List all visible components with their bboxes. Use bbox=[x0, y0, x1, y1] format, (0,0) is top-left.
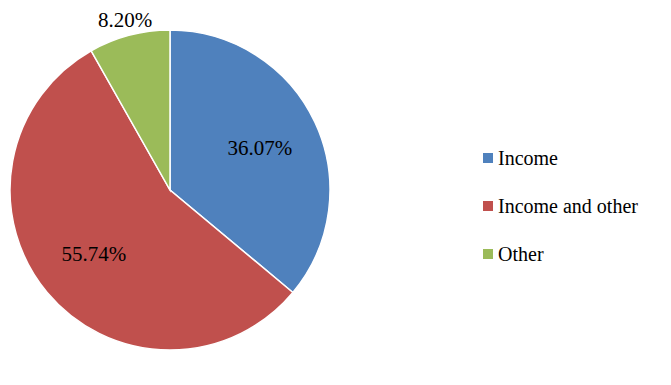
pie bbox=[10, 30, 330, 350]
legend-label: Income and other bbox=[498, 195, 638, 217]
legend-item: Other bbox=[483, 243, 544, 265]
legend-swatch bbox=[483, 249, 493, 259]
legend-item: Income and other bbox=[483, 195, 638, 217]
legend-label: Other bbox=[498, 243, 544, 265]
pie-slice bbox=[91, 30, 170, 190]
data-label: 36.07% bbox=[227, 136, 292, 160]
chart: 36.07% 55.74% 8.20% Income Income and other O… bbox=[0, 0, 671, 385]
legend: Income Income and other Other bbox=[483, 147, 638, 265]
data-labels: 36.07% 55.74% 8.20% bbox=[61, 8, 292, 266]
legend-swatch bbox=[483, 153, 493, 163]
legend-swatch bbox=[483, 201, 493, 211]
data-label: 55.74% bbox=[61, 242, 126, 266]
data-label: 8.20% bbox=[98, 8, 152, 32]
legend-item: Income bbox=[483, 147, 558, 169]
legend-label: Income bbox=[498, 147, 558, 169]
